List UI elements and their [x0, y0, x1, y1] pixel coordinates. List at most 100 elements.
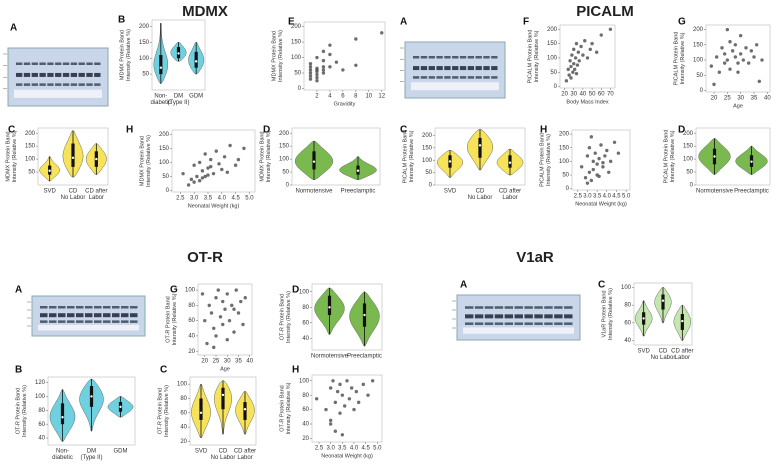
blot-band — [130, 313, 138, 318]
blot-band — [459, 56, 467, 59]
scatter-point — [214, 149, 218, 153]
scatter-point — [230, 303, 234, 308]
violin-median — [119, 405, 122, 409]
x-tick-label: 4.0 — [350, 446, 359, 452]
blot-band — [67, 320, 75, 323]
blot-band — [16, 72, 23, 77]
blot-band — [474, 322, 484, 325]
blot-band — [40, 320, 48, 323]
y-axis-label: Intensity (Relative %) — [286, 291, 292, 343]
scatter-point — [590, 41, 594, 46]
blot-band — [452, 66, 459, 71]
scatter-point — [589, 135, 594, 139]
scatter-point — [321, 58, 326, 63]
x-tick-label: 40 — [764, 96, 771, 102]
y-axis-label: MDMX Protein Band — [139, 136, 145, 186]
blot-band — [112, 306, 120, 309]
scatter-point — [200, 292, 205, 296]
scatter-point — [241, 322, 245, 327]
y-tick-label: 100 — [422, 158, 433, 164]
x-tick-label: 5.0 — [622, 194, 631, 200]
scatter-point — [232, 330, 236, 334]
scatter-point — [203, 152, 207, 156]
violin-iqr — [312, 151, 316, 170]
scatter-point — [370, 379, 375, 383]
blot-band — [40, 306, 48, 309]
scatter-point — [236, 157, 241, 162]
y-tick-label: 100 — [621, 285, 632, 291]
blot-band — [103, 320, 111, 323]
scatter-point — [616, 151, 621, 155]
scatter-point — [206, 173, 210, 177]
plot-frame — [151, 19, 206, 91]
y-tick-label: 200 — [291, 24, 302, 30]
y-tick-label: 100 — [25, 157, 36, 163]
x-tick-label: (Type II) — [167, 100, 189, 106]
section-title: PICALM — [576, 3, 634, 20]
scatter-point — [736, 61, 740, 65]
x-tick-label: 60 — [598, 92, 605, 98]
blot-band — [49, 313, 57, 318]
violin-iqr — [327, 295, 332, 316]
x-tick-label: CD after — [85, 189, 107, 195]
y-tick-label: 200 — [693, 27, 704, 33]
panel-letter: A — [400, 17, 407, 28]
blot-band — [58, 320, 66, 323]
y-tick-label: 60 — [180, 410, 187, 416]
scatter-point — [597, 156, 601, 161]
x-tick-label: 5.0 — [245, 196, 254, 202]
blot-band — [413, 76, 420, 79]
y-axis-label: MDMX Protein Band — [5, 131, 11, 181]
violin-median — [356, 169, 360, 172]
x-tick-label: 4.0 — [218, 196, 227, 202]
y-tick-label: 20 — [302, 436, 309, 442]
blot-band — [459, 66, 467, 71]
blot-band — [49, 306, 57, 309]
y-tick-label: 200 — [559, 132, 570, 138]
blot-band — [474, 306, 484, 309]
blot-band — [39, 72, 46, 77]
blot-band — [31, 62, 38, 65]
x-tick-label: diabetic — [52, 455, 73, 461]
blot-band — [467, 56, 475, 59]
x-tick-label: 4.0 — [603, 194, 612, 200]
plot-frame — [705, 24, 771, 93]
violin-median — [159, 66, 163, 69]
blot-band — [103, 313, 111, 318]
y-tick-label: 150 — [291, 40, 302, 46]
plot-frame — [311, 283, 383, 351]
y-tick-label: 80 — [188, 303, 195, 309]
y-tick-label: 0 — [554, 84, 558, 90]
scatter-point — [595, 162, 599, 166]
scatter-point — [601, 165, 605, 169]
y-tick-label: 150 — [25, 144, 36, 150]
violin-iqr — [243, 402, 247, 420]
blot-band — [465, 314, 474, 319]
scatter-point — [352, 407, 356, 412]
x-tick-label: CD after — [234, 449, 256, 455]
x-tick-label: 3.5 — [338, 446, 347, 452]
scatter-point — [242, 146, 246, 151]
blot-band — [554, 314, 563, 319]
scatter-point — [315, 55, 319, 60]
blot-band — [534, 314, 543, 319]
y-tick-label: 60 — [624, 320, 631, 326]
y-tick-label: 20 — [188, 349, 195, 355]
scatter-point — [225, 170, 230, 174]
y-tick-label: 40 — [302, 336, 309, 342]
y-tick-label: 0 — [690, 183, 694, 189]
blot-band — [112, 313, 120, 318]
scatter-point — [760, 58, 764, 62]
scatter-point — [587, 146, 592, 150]
violin-median — [661, 299, 665, 302]
scatter-point — [366, 393, 370, 397]
y-tick-label: 80 — [180, 396, 187, 402]
y-axis-label: OT-R Protein Band — [279, 385, 285, 431]
x-axis-label: Neonatal Weight (kg) — [321, 453, 373, 459]
x-tick-label: 4.5 — [361, 446, 370, 452]
blot-band — [55, 72, 62, 77]
scatter-point — [189, 177, 194, 182]
blot-band — [494, 314, 504, 319]
scatter-point — [361, 382, 366, 387]
scatter-point — [192, 180, 196, 184]
